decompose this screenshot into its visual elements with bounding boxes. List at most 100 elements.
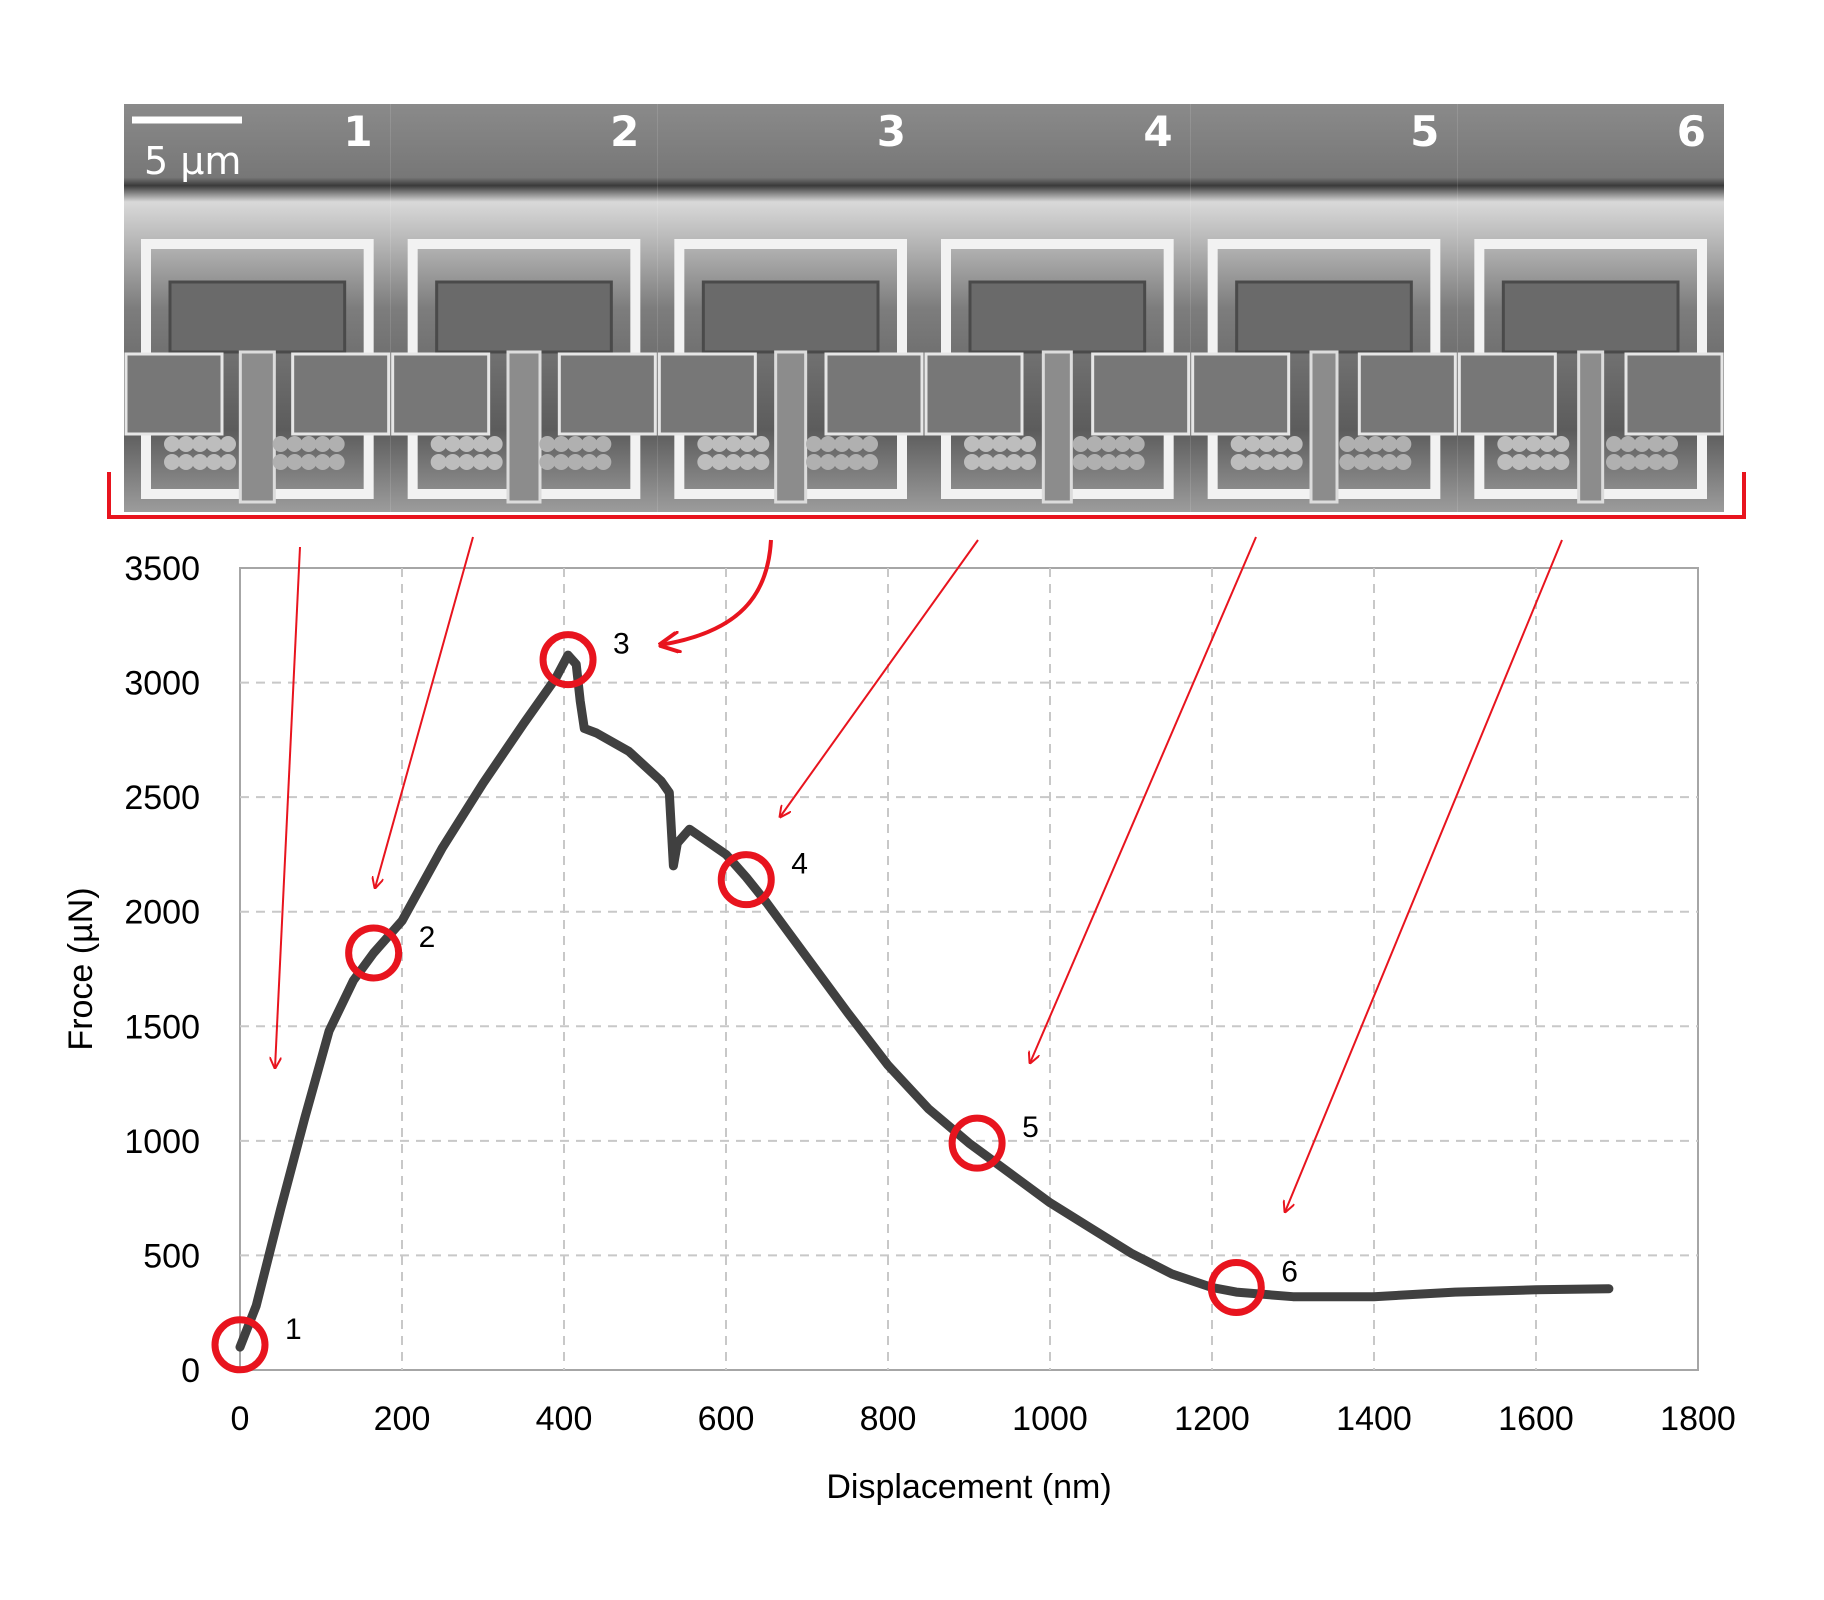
particle xyxy=(711,436,728,452)
particle xyxy=(1339,436,1356,452)
arrow-4 xyxy=(780,539,979,817)
plot-area: 0 200 400 600 800 1000 1200 1400 1600 1800 050010… xyxy=(124,550,1735,1438)
grip-left xyxy=(924,352,1024,436)
particle xyxy=(300,454,317,470)
connector-arrows xyxy=(275,536,1563,1212)
marker-circle xyxy=(211,1316,269,1374)
particle xyxy=(430,454,447,470)
x-tick-label: 200 xyxy=(374,1400,431,1438)
micrograph-frame: 6 xyxy=(1457,104,1724,512)
particle xyxy=(964,436,980,452)
x-tick-label: 1600 xyxy=(1498,1400,1574,1438)
particle xyxy=(458,436,475,452)
particle xyxy=(725,436,742,452)
particle xyxy=(1353,436,1370,452)
particle xyxy=(1539,436,1556,452)
particle xyxy=(1258,454,1275,470)
x-tick-label: 600 xyxy=(698,1400,755,1438)
particle xyxy=(1230,436,1247,452)
y-tick-label: 2500 xyxy=(124,779,200,817)
particle xyxy=(1128,436,1145,452)
particle xyxy=(1395,436,1412,452)
frame-number: 6 xyxy=(1677,107,1706,156)
frame-number: 5 xyxy=(1410,107,1439,156)
marker-label: 6 xyxy=(1281,1256,1298,1289)
particle xyxy=(862,436,878,452)
grip-left xyxy=(1457,352,1557,436)
particle xyxy=(1648,454,1664,470)
x-tick-label: 0 xyxy=(231,1400,250,1438)
particle xyxy=(314,454,331,470)
y-tick-label: 500 xyxy=(143,1237,200,1275)
particle xyxy=(286,436,303,452)
particle xyxy=(753,436,770,452)
particle xyxy=(1086,454,1103,470)
particle xyxy=(806,436,822,452)
micrograph-frame: 5 xyxy=(1190,104,1458,512)
particle xyxy=(1286,454,1303,470)
particle xyxy=(978,436,994,452)
specimen-stem xyxy=(1577,350,1605,504)
marker-circle xyxy=(948,1114,1006,1172)
frame-number: 4 xyxy=(1143,107,1172,156)
particle xyxy=(1497,436,1514,452)
particle xyxy=(1395,454,1412,470)
x-tick-label: 1000 xyxy=(1012,1400,1088,1438)
particle xyxy=(1100,436,1117,452)
specimen-head xyxy=(1235,280,1413,354)
particle xyxy=(192,454,208,470)
particle xyxy=(834,454,850,470)
y-tick-label: 3500 xyxy=(124,550,200,588)
particle xyxy=(834,436,850,452)
particle xyxy=(1367,436,1384,452)
particle xyxy=(1086,436,1103,452)
micrograph-frame: 4 xyxy=(924,104,1191,512)
specimen-stem xyxy=(238,350,276,504)
particle xyxy=(314,436,331,452)
particle xyxy=(1114,454,1131,470)
particle xyxy=(220,436,236,452)
y-tick-label: 1500 xyxy=(124,1008,200,1046)
particle xyxy=(697,436,714,452)
y-tick-label: 3000 xyxy=(124,665,200,703)
particle xyxy=(992,436,1008,452)
particle xyxy=(1634,436,1650,452)
specimen-head xyxy=(435,280,613,354)
x-axis-ticks: 0 200 400 600 800 1000 1200 1400 1600 1800 xyxy=(231,1400,1736,1438)
particle xyxy=(711,454,728,470)
particle xyxy=(1620,454,1636,470)
particle xyxy=(1286,436,1303,452)
particle xyxy=(1539,454,1556,470)
particle xyxy=(1114,436,1131,452)
particle xyxy=(725,454,742,470)
particle xyxy=(1244,454,1261,470)
particle xyxy=(1634,454,1650,470)
particle xyxy=(539,454,556,470)
x-axis-title: Displacement (nm) xyxy=(826,1468,1111,1506)
y-tick-label: 0 xyxy=(181,1352,200,1390)
x-tick-label: 1800 xyxy=(1660,1400,1736,1438)
particle xyxy=(739,454,756,470)
particle xyxy=(1100,454,1117,470)
particle xyxy=(1511,436,1528,452)
specimen-stem xyxy=(1309,350,1339,504)
micrograph-frame: 2 xyxy=(390,104,658,512)
plot-frame xyxy=(239,567,1699,1371)
markers: 1 2 3 4 5 6 xyxy=(211,628,1298,1374)
particle xyxy=(1381,436,1398,452)
frame-number: 3 xyxy=(877,107,906,156)
particle xyxy=(178,454,194,470)
particle xyxy=(1381,454,1398,470)
particle xyxy=(1339,454,1356,470)
particle xyxy=(206,454,222,470)
micrograph-frame: 3 xyxy=(657,104,924,512)
particle xyxy=(595,436,612,452)
particle xyxy=(1648,436,1664,452)
particle xyxy=(820,454,836,470)
particle xyxy=(964,454,980,470)
particle xyxy=(1662,436,1678,452)
arrow-3 xyxy=(660,539,773,645)
arrow-6 xyxy=(1285,539,1563,1212)
x-tick-label: 400 xyxy=(536,1400,593,1438)
